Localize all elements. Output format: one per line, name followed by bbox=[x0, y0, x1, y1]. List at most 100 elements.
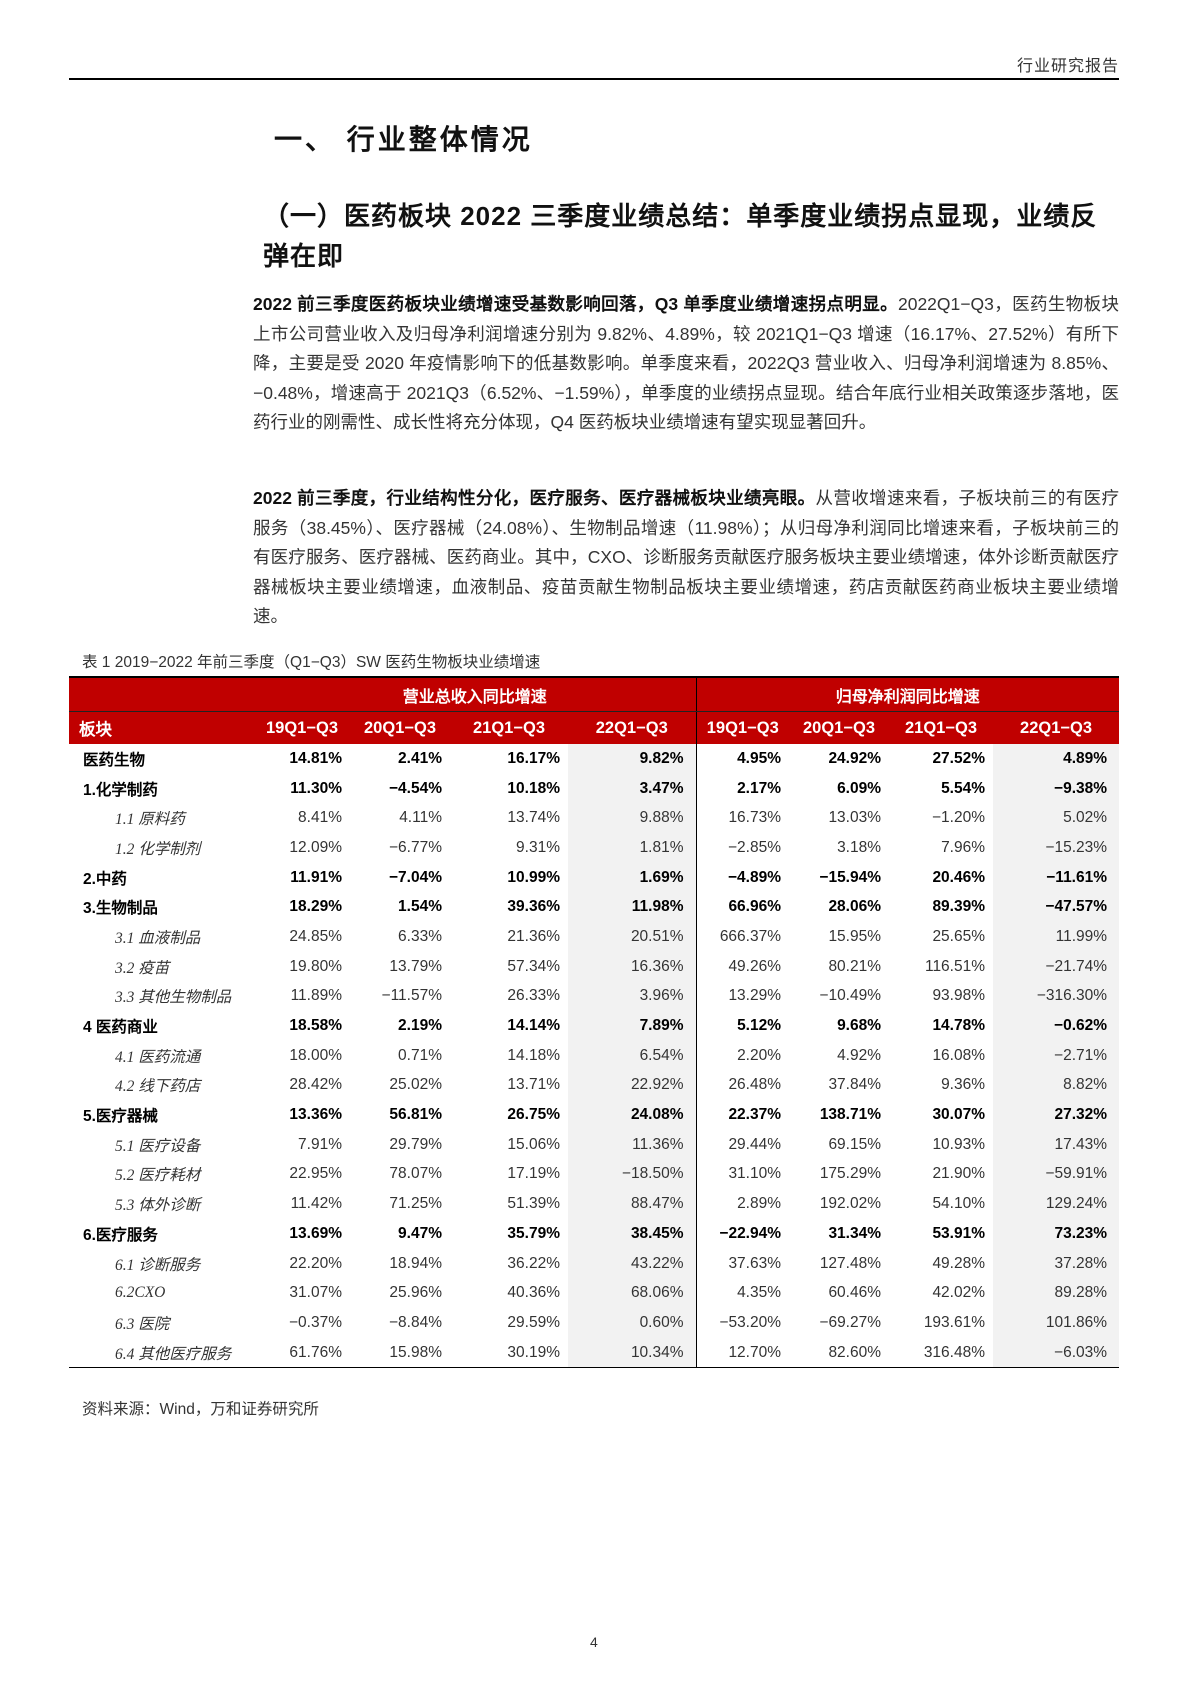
value-cell: 13.79% bbox=[389, 957, 442, 975]
value-cell: 89.28% bbox=[993, 1278, 1120, 1309]
value-cell: 4.89% bbox=[993, 744, 1120, 774]
value-cell: 10.99% bbox=[507, 868, 560, 886]
value-cell: −18.50% bbox=[568, 1159, 697, 1190]
value-cell: 7.91% bbox=[298, 1135, 342, 1153]
value-cell: −9.38% bbox=[993, 773, 1120, 804]
value-cell: 21.36% bbox=[507, 927, 560, 945]
value-cell: 2.19% bbox=[398, 1017, 442, 1035]
value-cell: 37.28% bbox=[993, 1248, 1120, 1279]
report-type-label: 行业研究报告 bbox=[1016, 58, 1119, 75]
value-cell: 138.71% bbox=[819, 1106, 882, 1124]
value-cell: 12.09% bbox=[289, 838, 342, 856]
value-cell: −4.89% bbox=[728, 868, 782, 886]
value-cell: 22.95% bbox=[289, 1165, 342, 1183]
value-cell: −59.91% bbox=[993, 1159, 1120, 1190]
value-cell: 19.80% bbox=[289, 957, 342, 975]
value-cell: −21.74% bbox=[993, 951, 1120, 982]
value-cell: −11.57% bbox=[381, 987, 442, 1005]
value-cell: 82.60% bbox=[789, 1337, 890, 1369]
row-label: 5.医疗器械 bbox=[83, 1108, 158, 1126]
value-cell: 11.36% bbox=[568, 1129, 697, 1160]
value-cell: 16.36% bbox=[568, 951, 697, 982]
table-row: 3.2 疫苗 19.80% 13.79% 57.34% 16.36% 49.26% 80.2… bbox=[69, 951, 1120, 982]
value-cell: 13.29% bbox=[728, 987, 782, 1005]
table-row: 4.1 医药流通 18.00% 0.71% 14.18% 6.54% 2.20% 4.92%… bbox=[69, 1040, 1120, 1071]
value-cell: 4.95% bbox=[737, 749, 782, 767]
value-cell: 73.23% bbox=[993, 1219, 1120, 1249]
value-cell: 127.48% bbox=[819, 1254, 882, 1272]
value-cell: 129.24% bbox=[993, 1189, 1120, 1219]
value-cell: 2.20% bbox=[737, 1046, 782, 1064]
value-cell: 2.41% bbox=[398, 749, 442, 767]
value-cell: −15.23% bbox=[993, 833, 1120, 863]
value-cell: −22.94% bbox=[719, 1224, 782, 1242]
paragraph-1: 2022 前三季度医药板块业绩增速受基数影响回落，Q3 单季度业绩增速拐点明显。… bbox=[253, 290, 1119, 438]
table-row: 2.中药 11.91% −7.04% 10.99% 1.69% −4.89% −15.94%… bbox=[69, 862, 1120, 893]
table-row: 3.1 血液制品 24.85% 6.33% 21.36% 20.51% 666.37% 15… bbox=[69, 922, 1120, 952]
profit-group-header: 归母净利润同比增速 bbox=[696, 676, 1120, 712]
value-cell: −6.03% bbox=[993, 1337, 1120, 1369]
value-cell: 7.96% bbox=[941, 838, 986, 856]
value-cell: −1.20% bbox=[932, 809, 986, 827]
value-cell: 10.18% bbox=[507, 779, 560, 797]
row-label: 5.3 体外诊断 bbox=[115, 1197, 201, 1215]
column-header-sector: 板块 bbox=[69, 711, 254, 744]
value-cell: 16.73% bbox=[728, 809, 782, 827]
value-cell: 28.06% bbox=[828, 898, 882, 916]
value-cell: 175.29% bbox=[819, 1165, 882, 1183]
value-cell: 80.21% bbox=[828, 957, 882, 975]
value-cell: 2.89% bbox=[737, 1195, 782, 1213]
column-header: 20Q1−Q3 bbox=[789, 711, 890, 744]
value-cell: 9.88% bbox=[568, 803, 697, 834]
table-row: 1.化学制药 11.30% −4.54% 10.18% 3.47% 2.17% 6.09% 5… bbox=[69, 773, 1120, 804]
paragraph-body: 2022Q1−Q3，医药生物板块上市公司营业收入及归母净利润增速分别为 9.82… bbox=[253, 294, 1119, 432]
table-row: 3.生物制品 18.29% 1.54% 39.36% 11.98% 66.96% 28.06… bbox=[69, 892, 1120, 923]
column-header: 21Q1−Q3 bbox=[889, 711, 994, 744]
value-cell: 61.76% bbox=[254, 1337, 350, 1369]
value-cell: 10.34% bbox=[568, 1337, 697, 1369]
value-cell: 14.14% bbox=[507, 1017, 560, 1035]
value-cell: 7.89% bbox=[568, 1011, 697, 1041]
value-cell: −53.20% bbox=[719, 1313, 782, 1331]
value-cell: 17.43% bbox=[993, 1129, 1120, 1160]
value-cell: 0.71% bbox=[398, 1046, 442, 1064]
value-cell: 22.37% bbox=[728, 1106, 782, 1124]
value-cell: 53.91% bbox=[932, 1224, 986, 1242]
value-cell: 6.33% bbox=[398, 927, 442, 945]
value-cell: 6.09% bbox=[837, 779, 882, 797]
value-cell: 26.75% bbox=[507, 1106, 560, 1124]
value-cell: 35.79% bbox=[507, 1224, 560, 1242]
value-cell: 49.26% bbox=[728, 957, 782, 975]
value-cell: 27.52% bbox=[932, 749, 986, 767]
table-row: 5.1 医疗设备 7.91% 29.79% 15.06% 11.36% 29.44% 69.… bbox=[69, 1129, 1120, 1160]
table-row: 6.医疗服务 13.69% 9.47% 35.79% 38.45% −22.94% 31.3… bbox=[69, 1219, 1120, 1249]
column-header: 19Q1−Q3 bbox=[696, 711, 790, 744]
row-label: 3.2 疫苗 bbox=[115, 959, 170, 977]
value-cell: −15.94% bbox=[819, 868, 882, 886]
value-cell: 31.07% bbox=[289, 1284, 342, 1302]
value-cell: 0.60% bbox=[568, 1308, 697, 1338]
table-row: 3.3 其他生物制品 11.89% −11.57% 26.33% 3.96% 13.29%… bbox=[69, 981, 1120, 1012]
value-cell: 37.84% bbox=[828, 1076, 882, 1094]
value-cell: 69.15% bbox=[828, 1135, 882, 1153]
value-cell: 11.91% bbox=[290, 868, 342, 886]
column-header: 22Q1−Q3 bbox=[568, 711, 697, 744]
value-cell: 193.61% bbox=[923, 1313, 986, 1331]
value-cell: 13.03% bbox=[828, 809, 882, 827]
value-cell: 3.47% bbox=[568, 773, 697, 804]
row-label: 6.1 诊断服务 bbox=[115, 1256, 201, 1274]
paragraph-2: 2022 前三季度，行业结构性分化，医疗服务、医疗器械板块业绩亮眼。从营收增速来… bbox=[253, 484, 1119, 632]
value-cell: 11.42% bbox=[290, 1195, 342, 1213]
value-cell: 56.81% bbox=[389, 1106, 442, 1124]
value-cell: −2.71% bbox=[993, 1040, 1120, 1071]
value-cell: 192.02% bbox=[819, 1195, 882, 1213]
value-cell: 9.47% bbox=[398, 1224, 442, 1242]
row-label: 4 医药商业 bbox=[83, 1019, 158, 1037]
value-cell: 14.78% bbox=[932, 1017, 986, 1035]
value-cell: 36.22% bbox=[507, 1254, 560, 1272]
value-cell: 9.31% bbox=[516, 838, 560, 856]
table-row: 6.4 其他医疗服务 61.76% 15.98% 30.19% 10.34% 12.70%… bbox=[69, 1337, 1120, 1369]
value-cell: 37.63% bbox=[728, 1254, 782, 1272]
row-label: 医药生物 bbox=[83, 751, 146, 769]
value-cell: 29.79% bbox=[389, 1135, 442, 1153]
